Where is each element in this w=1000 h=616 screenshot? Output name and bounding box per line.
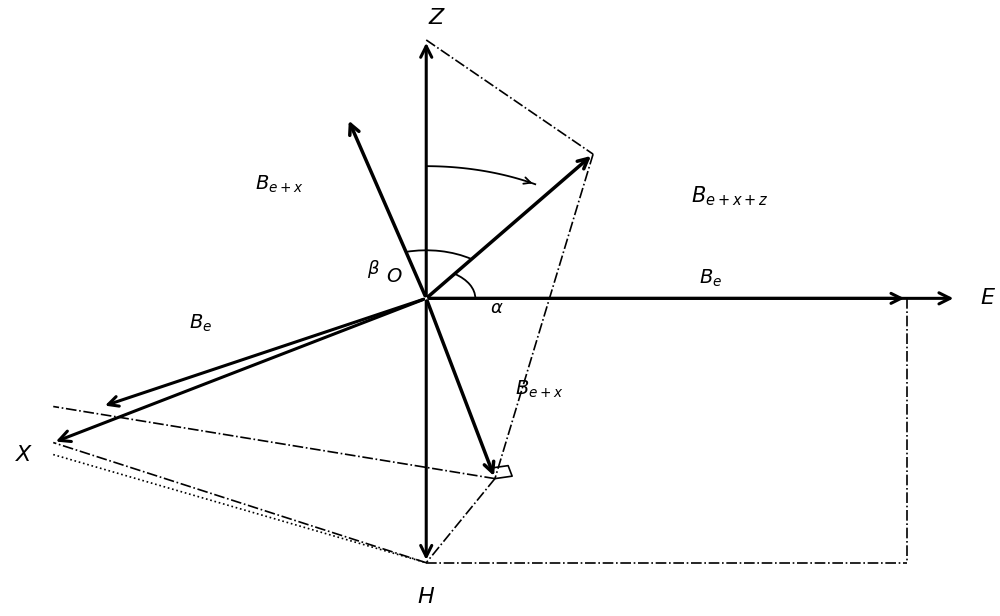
Text: $B_{e+x+z}$: $B_{e+x+z}$ [691, 184, 769, 208]
Text: $\alpha$: $\alpha$ [490, 299, 504, 317]
Text: Z: Z [428, 8, 444, 28]
Text: E: E [981, 288, 995, 309]
Text: H: H [418, 587, 435, 607]
Text: X: X [16, 445, 31, 464]
Text: O: O [386, 267, 402, 286]
Text: $\beta$: $\beta$ [367, 258, 380, 280]
Text: $B_{e+x}$: $B_{e+x}$ [515, 378, 563, 400]
Text: $B_e$: $B_e$ [189, 312, 212, 334]
Text: $B_{e+x}$: $B_{e+x}$ [255, 174, 303, 195]
Text: $B_e$: $B_e$ [699, 267, 722, 289]
